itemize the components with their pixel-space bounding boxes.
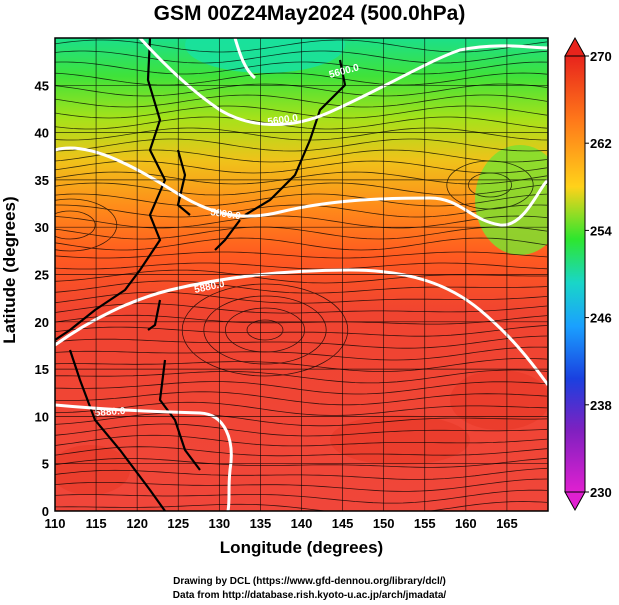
y-axis: 0 5 10 15 20 25 30 35 40 45 — [35, 78, 49, 519]
colorbar-tick-label: 270 — [590, 49, 612, 64]
streamline-eddy — [224, 307, 305, 353]
streamline-eddy — [203, 295, 327, 365]
streamline-eddy — [181, 283, 349, 377]
credit-drawing: Drawing by DCL (https://www.gfd-dennou.o… — [173, 576, 446, 587]
credit-data: Data from http://database.rish.kyoto-u.a… — [172, 590, 447, 601]
contour-label: 5880.0 — [94, 406, 126, 419]
warm-patch-2 — [450, 370, 548, 430]
x-tick-label: 155 — [414, 516, 436, 531]
colorbar-tick-label: 230 — [590, 485, 612, 500]
colorbar-tick-label: 246 — [590, 311, 612, 326]
y-tick-label: 10 — [35, 409, 49, 424]
x-tick-label: 150 — [373, 516, 395, 531]
x-tick-label: 145 — [332, 516, 354, 531]
streamline-eddy — [467, 172, 512, 198]
colorbar-tick-label: 262 — [590, 136, 612, 151]
x-tick-label: 140 — [291, 516, 313, 531]
x-tick-label: 130 — [208, 516, 230, 531]
y-axis-label: Latitude (degrees) — [0, 196, 19, 344]
x-axis-label: Longitude (degrees) — [219, 538, 384, 557]
y-tick-label: 25 — [35, 268, 49, 283]
colorbar-bottom-arrow — [564, 491, 586, 512]
indochina-coast — [68, 349, 166, 511]
streamline-eddy — [55, 210, 96, 240]
contour-5600-main — [138, 38, 548, 127]
colorbar-tick-label: 238 — [590, 398, 612, 413]
x-axis: 110 115 120 125 130 135 140 145 150 155 160 165 — [45, 516, 518, 531]
y-tick-label: 0 — [42, 504, 49, 519]
philippines-coast — [158, 359, 201, 471]
contour-5880-south — [55, 403, 233, 511]
plot-frame — [54, 37, 549, 512]
colorbar-tick-label: 254 — [590, 223, 612, 238]
contour-5600-west — [233, 38, 256, 80]
y-tick-label: 5 — [42, 457, 49, 472]
streamline-eddy — [246, 319, 284, 341]
korea-coast — [176, 149, 191, 216]
colorbar-top-arrow — [564, 36, 586, 57]
warm-patch-1 — [330, 415, 470, 465]
y-tick-label: 30 — [35, 220, 49, 235]
x-tick-label: 165 — [496, 516, 518, 531]
y-tick-label: 45 — [35, 78, 49, 93]
page-title: GSM 00Z24May2024 (500.0hPa) — [153, 2, 466, 25]
contour-label: 5600.0 — [267, 113, 299, 128]
kyushu-coast — [214, 219, 241, 251]
y-tick-label: 20 — [35, 315, 49, 330]
cold-core — [185, 38, 345, 73]
x-tick-label: 135 — [250, 516, 272, 531]
x-tick-label: 115 — [86, 516, 107, 531]
contour-5800 — [55, 146, 548, 227]
y-tick-label: 15 — [35, 362, 49, 377]
x-tick-label: 120 — [126, 516, 148, 531]
contour-label: 5800.0 — [210, 207, 242, 222]
temperature-field — [55, 38, 548, 511]
x-tick-label: 125 — [167, 516, 189, 531]
x-tick-label: 110 — [45, 516, 66, 531]
colorbar-scale — [564, 55, 586, 493]
colorbar: 270 262 254 246 238 230 — [564, 36, 612, 512]
x-tick-label: 160 — [455, 516, 477, 531]
streamline-eddy — [446, 160, 534, 210]
y-tick-label: 40 — [35, 126, 49, 141]
streamline-eddy — [55, 198, 118, 252]
y-tick-label: 35 — [35, 173, 49, 188]
